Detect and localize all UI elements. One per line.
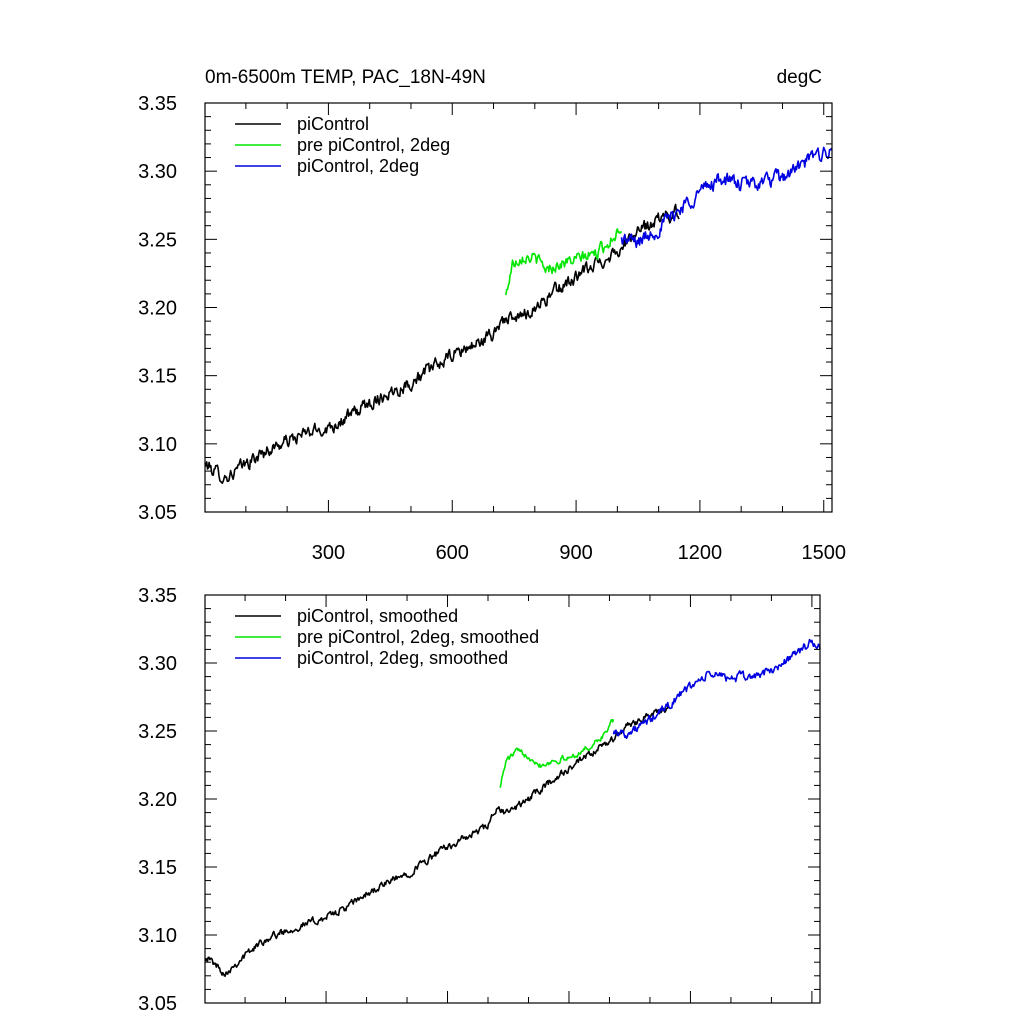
y-tick-label: 3.10: [138, 434, 177, 456]
legend-item: pre piControl, 2deg, smoothed: [235, 627, 539, 647]
units-label: degC: [777, 67, 822, 88]
y-tick-label: 3.15: [138, 857, 177, 879]
y-tick-label: 3.05: [138, 993, 177, 1015]
x-tick-label: 900: [559, 542, 592, 564]
legend-label: piControl: [297, 114, 369, 134]
legend-item: pre piControl, 2deg: [235, 135, 450, 155]
series-line-2: [612, 638, 821, 740]
y-tick-label: 3.30: [138, 653, 177, 675]
legend-label: pre piControl, 2deg, smoothed: [297, 627, 539, 647]
y-tick-label: 3.35: [138, 585, 177, 607]
series-line-0: [204, 705, 671, 977]
x-tick-label: 300: [312, 542, 345, 564]
series-line-0: [204, 203, 680, 485]
chart-title: 0m-6500m TEMP, PAC_18N-49N: [205, 67, 486, 88]
series-line-1: [505, 228, 623, 296]
y-tick-label: 3.20: [138, 298, 177, 320]
series-line-1: [499, 718, 615, 788]
y-tick-label: 3.35: [138, 93, 177, 115]
legend-label: piControl, 2deg, smoothed: [297, 648, 508, 668]
y-tick-label: 3.15: [138, 366, 177, 388]
legend-item: piControl, 2deg: [235, 156, 419, 176]
y-tick-label: 3.30: [138, 161, 177, 183]
legend-item: piControl, smoothed: [235, 606, 458, 626]
y-tick-label: 3.10: [138, 925, 177, 947]
legend-item: piControl, 2deg, smoothed: [235, 648, 508, 668]
legend-label: piControl, 2deg: [297, 156, 419, 176]
x-axis: 300 600 900 1200 1500: [245, 103, 846, 564]
series-lines: [204, 146, 833, 485]
y-tick-label: 3.25: [138, 721, 177, 743]
y-tick-label: 3.25: [138, 229, 177, 251]
x-tick-label: 600: [436, 542, 469, 564]
legend-label: pre piControl, 2deg: [297, 135, 450, 155]
x-tick-label: 1500: [801, 542, 846, 564]
y-tick-label: 3.20: [138, 789, 177, 811]
series-line-2: [620, 146, 833, 249]
x-axis: [244, 595, 813, 1003]
legend-label: piControl, smoothed: [297, 606, 458, 626]
y-tick-label: 3.05: [138, 502, 177, 524]
bottom-panel-smoothed: 3.05 3.10 3.15 3.20 3.25 3.30 3.35 piControl, s…: [138, 585, 821, 1015]
y-axis: 3.05 3.10 3.15 3.20 3.25 3.30 3.35: [138, 585, 820, 1015]
y-axis: 3.05 3.10 3.15 3.20 3.25 3.30 3.35: [138, 93, 832, 524]
top-panel-raw: 3.05 3.10 3.15 3.20 3.25 3.30 3.35 300 600 900 120…: [138, 67, 846, 564]
x-tick-label: 1200: [678, 542, 723, 564]
legend-item: piControl: [235, 114, 369, 134]
series-lines: [204, 638, 821, 977]
